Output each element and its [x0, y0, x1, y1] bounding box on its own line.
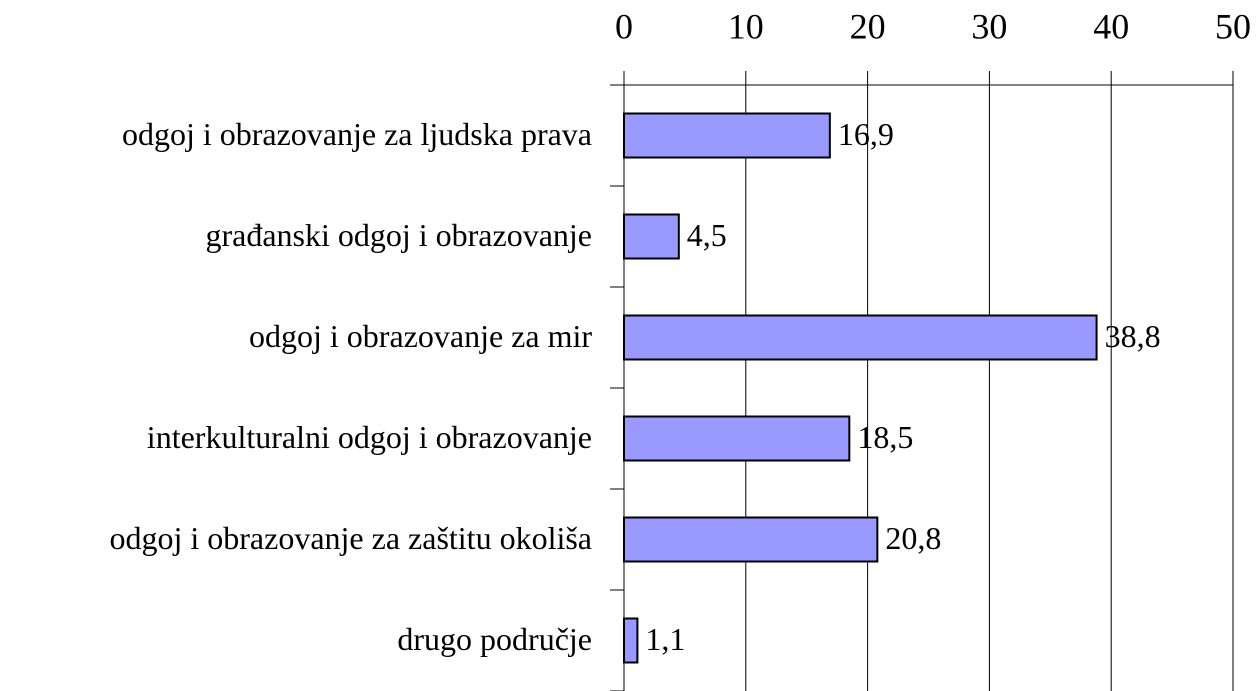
value-label: 16,9	[838, 116, 894, 152]
value-label: 38,8	[1105, 318, 1161, 354]
x-tick-label: 50	[1215, 6, 1251, 46]
bar	[623, 213, 680, 260]
value-label: 18,5	[857, 419, 913, 455]
x-tick-label: 40	[1093, 6, 1129, 46]
y-tick-label: drugo područje	[397, 621, 592, 657]
y-tick-label: interkulturalni odgoj i obrazovanje	[147, 419, 592, 455]
x-tick-label: 0	[615, 6, 633, 46]
y-tick-label: odgoj i obrazovanje za mir	[249, 318, 592, 354]
bar	[623, 516, 879, 563]
y-tick-label: građanski odgoj i obrazovanje	[205, 217, 592, 253]
value-label: 1,1	[645, 621, 685, 657]
value-label: 20,8	[885, 520, 941, 556]
bar	[623, 617, 639, 664]
bar	[623, 314, 1098, 361]
y-tick-label: odgoj i obrazovanje za ljudska prava	[122, 116, 592, 152]
y-tick-label: odgoj i obrazovanje za zaštitu okoliša	[109, 520, 592, 556]
x-tick-label: 20	[850, 6, 886, 46]
x-tick-label: 30	[971, 6, 1007, 46]
value-label: 4,5	[687, 217, 727, 253]
bar	[623, 415, 851, 462]
bar	[623, 112, 831, 159]
x-tick-label: 10	[728, 6, 764, 46]
